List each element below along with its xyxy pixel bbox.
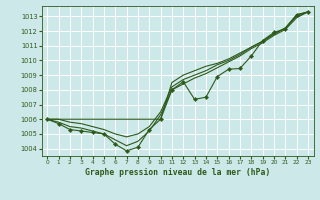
- X-axis label: Graphe pression niveau de la mer (hPa): Graphe pression niveau de la mer (hPa): [85, 168, 270, 177]
